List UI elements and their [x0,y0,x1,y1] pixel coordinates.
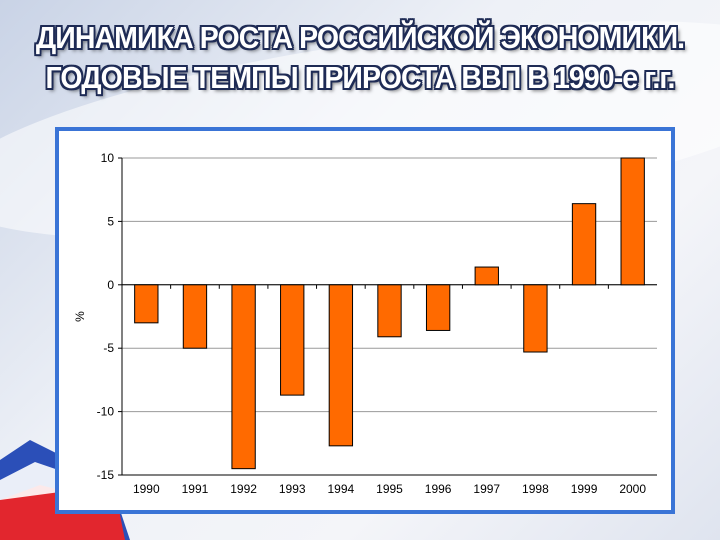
chart-frame: 10 5 0 -5 -10 -15% 1990 1991 1992 1993 1994 1995 199… [55,127,675,514]
bar [523,284,548,353]
y-tick-label: 0 [107,278,114,292]
bar [620,157,645,286]
slide-title: ДИНАМИКА РОСТА РОССИЙСКОЙ ЭКОНОМИКИ. ГОД… [29,18,691,98]
x-tick-label: 1993 [279,482,306,496]
x-tick-label: 1994 [328,482,355,496]
x-tick-label: 2000 [619,482,646,496]
bar [571,203,597,286]
y-tick-label: 5 [107,214,114,228]
y-tick-label: 10 [101,151,115,165]
x-tick-label: 1992 [230,482,257,496]
x-tick-label: 1998 [522,482,549,496]
y-tick-label: -15 [97,468,115,482]
bar [425,284,451,331]
title-line-1: ДИНАМИКА РОСТА РОССИЙСКОЙ ЭКОНОМИКИ. [35,20,685,55]
bar [231,284,256,470]
x-tick-label: 1995 [376,482,403,496]
y-tick-label: -10 [97,405,115,419]
y-axis-label: % [73,311,87,322]
x-tick-label: 1996 [425,482,452,496]
bar [328,284,354,447]
bar [474,266,499,286]
x-tick-label: 1991 [182,482,209,496]
y-tick-label: -5 [103,341,114,355]
x-tick-label: 1999 [571,482,598,496]
x-tick-label: 1997 [473,482,500,496]
bar [134,284,159,324]
title-line-2: ГОДОВЫЕ ТЕМПЫ ПРИРОСТА ВВП В 1990-е г.г. [45,60,676,95]
bar [182,284,208,349]
bar [377,284,402,338]
x-tick-label: 1990 [133,482,160,496]
bar-chart: 10 5 0 -5 -10 -15% 1990 1991 1992 1993 1994 1995 199… [73,151,657,496]
bar [280,284,305,396]
